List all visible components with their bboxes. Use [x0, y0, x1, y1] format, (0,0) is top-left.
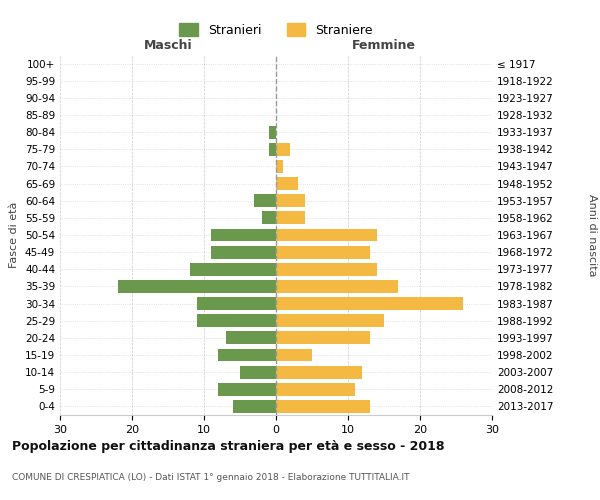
- Bar: [276, 332, 370, 344]
- Text: COMUNE DI CRESPIATICA (LO) - Dati ISTAT 1° gennaio 2018 - Elaborazione TUTTITALI: COMUNE DI CRESPIATICA (LO) - Dati ISTAT …: [12, 473, 409, 482]
- Y-axis label: Fasce di età: Fasce di età: [10, 202, 19, 268]
- Bar: [276, 366, 362, 378]
- Bar: [276, 400, 370, 413]
- Bar: [262, 212, 276, 224]
- Text: Maschi: Maschi: [143, 38, 193, 52]
- Bar: [276, 263, 377, 276]
- Bar: [276, 246, 370, 258]
- Bar: [269, 126, 276, 138]
- Bar: [211, 246, 276, 258]
- Text: Anni di nascita: Anni di nascita: [587, 194, 597, 276]
- Bar: [254, 194, 276, 207]
- Bar: [276, 194, 305, 207]
- Bar: [276, 177, 298, 190]
- Bar: [276, 348, 312, 362]
- Bar: [276, 212, 305, 224]
- Bar: [240, 366, 276, 378]
- Bar: [276, 314, 384, 327]
- Bar: [276, 297, 463, 310]
- Bar: [226, 332, 276, 344]
- Bar: [197, 314, 276, 327]
- Legend: Stranieri, Straniere: Stranieri, Straniere: [174, 18, 378, 42]
- Bar: [233, 400, 276, 413]
- Bar: [276, 383, 355, 396]
- Bar: [276, 228, 377, 241]
- Text: Femmine: Femmine: [352, 38, 416, 52]
- Bar: [276, 280, 398, 293]
- Bar: [211, 228, 276, 241]
- Bar: [118, 280, 276, 293]
- Text: Popolazione per cittadinanza straniera per età e sesso - 2018: Popolazione per cittadinanza straniera p…: [12, 440, 445, 453]
- Bar: [276, 143, 290, 156]
- Bar: [218, 348, 276, 362]
- Bar: [197, 297, 276, 310]
- Bar: [190, 263, 276, 276]
- Bar: [276, 160, 283, 173]
- Bar: [218, 383, 276, 396]
- Bar: [269, 143, 276, 156]
